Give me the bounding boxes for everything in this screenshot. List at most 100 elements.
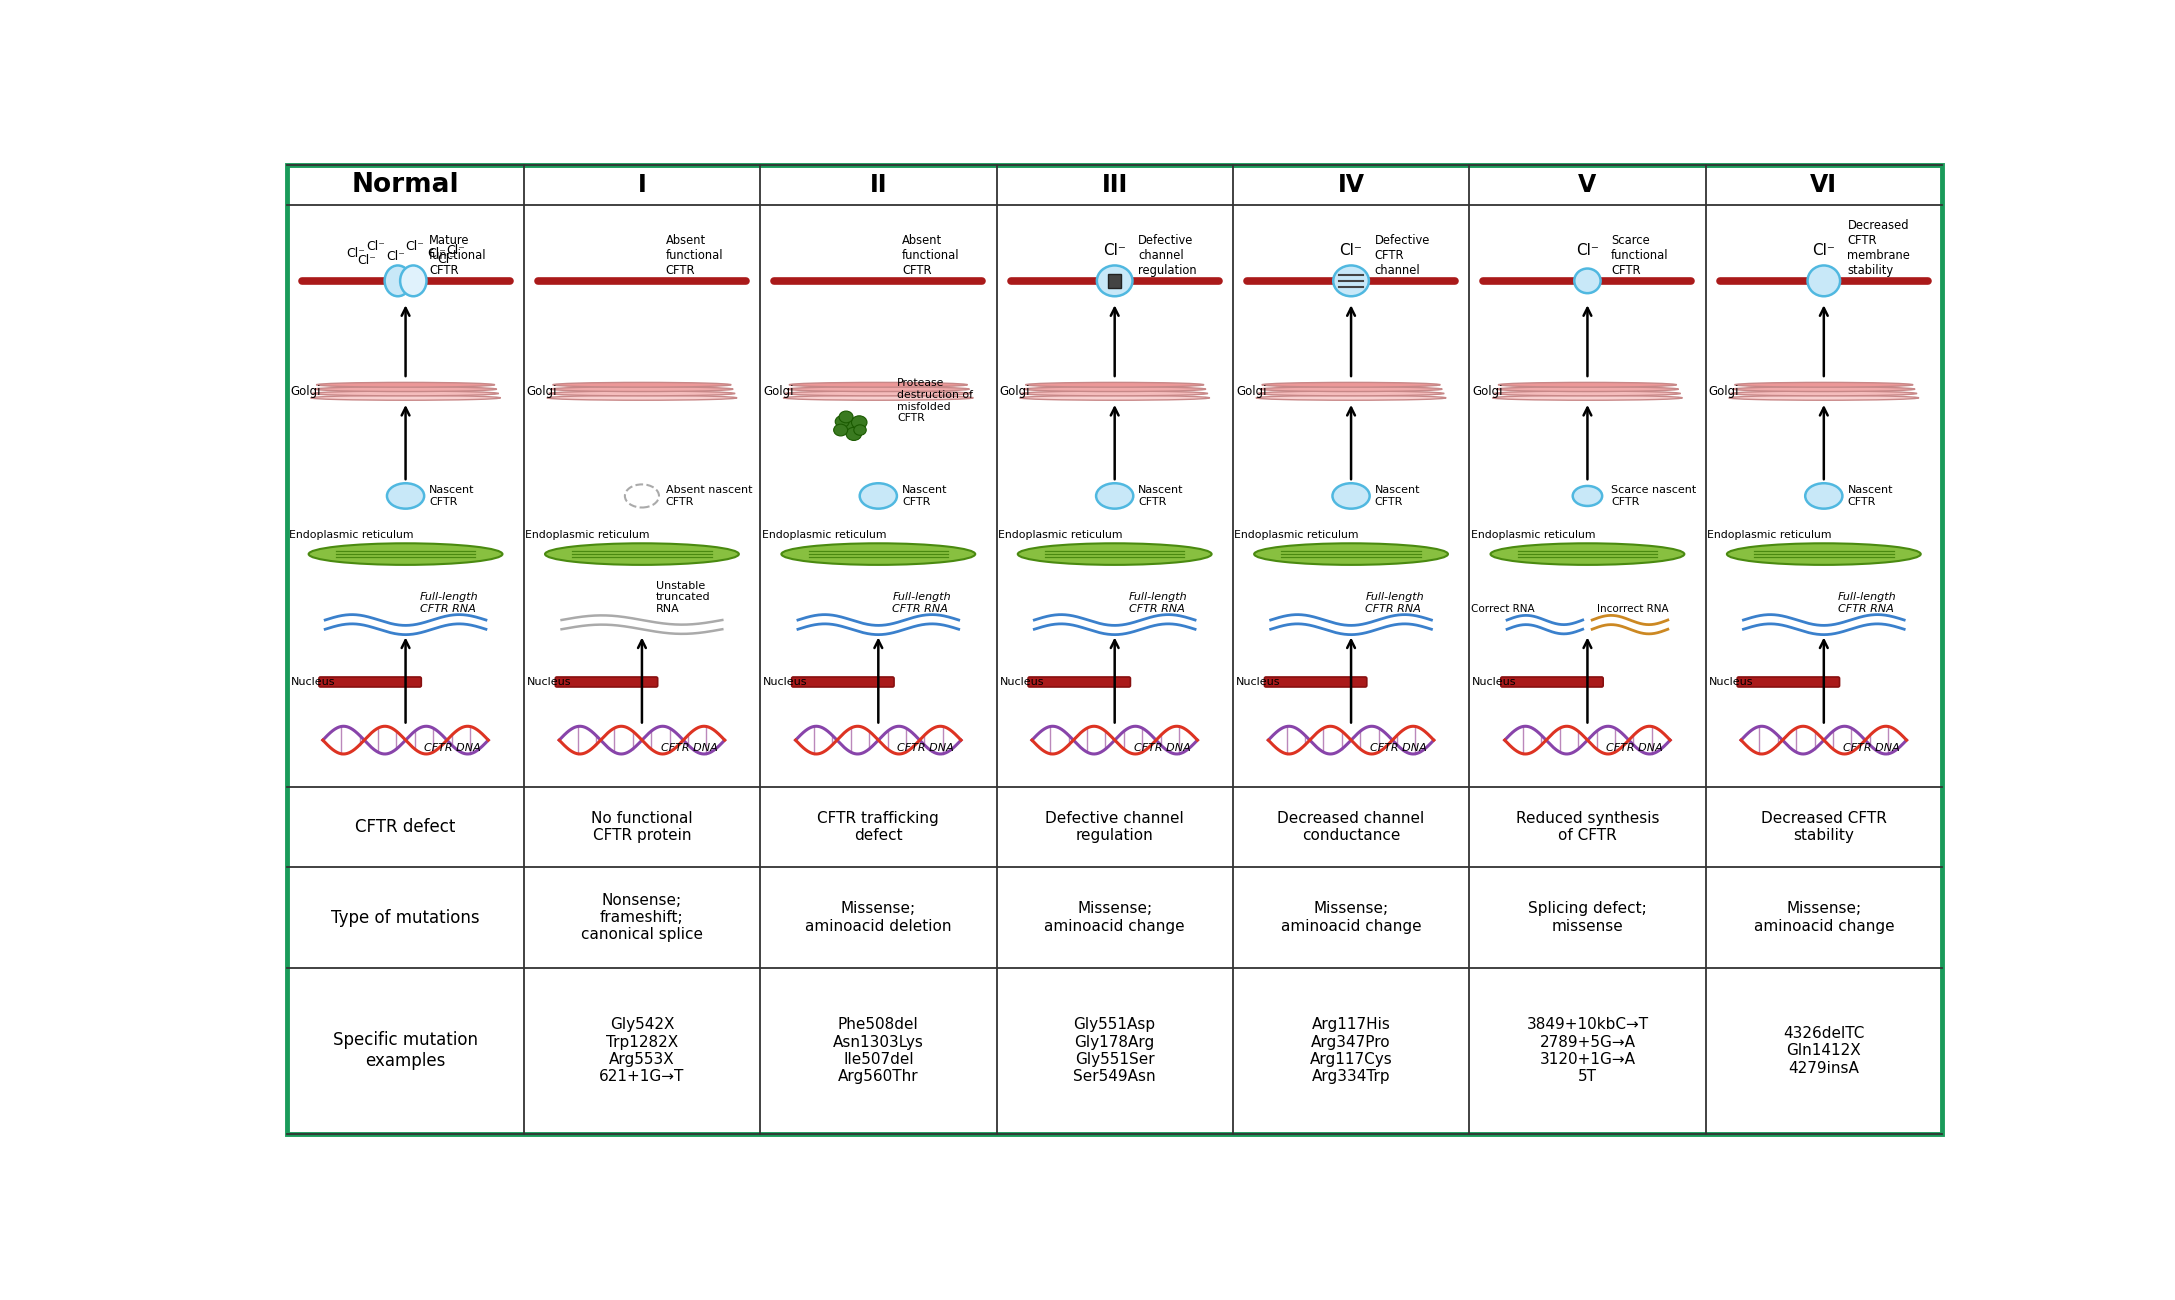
Ellipse shape [1096, 265, 1133, 296]
Ellipse shape [624, 485, 659, 507]
Text: CFTR DNA: CFTR DNA [1133, 744, 1190, 753]
Ellipse shape [846, 428, 861, 441]
Text: Unstable
truncated
RNA: Unstable truncated RNA [657, 581, 711, 614]
Text: Cl⁻: Cl⁻ [357, 255, 376, 268]
Text: Endoplasmic reticulum: Endoplasmic reticulum [1707, 530, 1831, 541]
Ellipse shape [1333, 265, 1368, 296]
Ellipse shape [546, 395, 737, 400]
Ellipse shape [781, 543, 974, 566]
Text: Missense;
aminoacid deletion: Missense; aminoacid deletion [805, 901, 953, 933]
Ellipse shape [1492, 395, 1683, 400]
Text: Endoplasmic reticulum: Endoplasmic reticulum [526, 530, 650, 541]
Text: Nucleus: Nucleus [763, 677, 807, 686]
Text: Full-length
CFTR RNA: Full-length CFTR RNA [1129, 593, 1188, 614]
Text: Full-length
CFTR RNA: Full-length CFTR RNA [892, 593, 950, 614]
Ellipse shape [400, 265, 426, 296]
Text: Golgi: Golgi [1710, 385, 1740, 398]
Ellipse shape [1257, 395, 1446, 400]
Text: Splicing defect;
missense: Splicing defect; missense [1529, 901, 1646, 933]
Ellipse shape [311, 395, 500, 400]
Text: Endoplasmic reticulum: Endoplasmic reticulum [998, 530, 1122, 541]
Text: Nucleus: Nucleus [526, 677, 572, 686]
Text: Missense;
aminoacid change: Missense; aminoacid change [1753, 901, 1894, 933]
Text: 4326delTC
Gln1412X
4279insA: 4326delTC Gln1412X 4279insA [1784, 1026, 1864, 1075]
Ellipse shape [313, 391, 498, 396]
Text: Normal: Normal [352, 173, 459, 199]
Ellipse shape [1020, 395, 1209, 400]
Text: VI: VI [1810, 173, 1838, 198]
Text: Full-length
CFTR RNA: Full-length CFTR RNA [420, 593, 478, 614]
Text: Nucleus: Nucleus [1472, 677, 1516, 686]
Text: Endoplasmic reticulum: Endoplasmic reticulum [761, 530, 885, 541]
Ellipse shape [1575, 269, 1601, 294]
Text: Missense;
aminoacid change: Missense; aminoacid change [1281, 901, 1422, 933]
FancyBboxPatch shape [320, 677, 422, 686]
Text: Defective
channel
regulation: Defective channel regulation [1138, 234, 1196, 277]
Text: Specific mutation
examples: Specific mutation examples [333, 1031, 478, 1070]
Text: Nascent
CFTR: Nascent CFTR [1138, 485, 1183, 507]
Ellipse shape [387, 484, 424, 508]
FancyBboxPatch shape [792, 677, 894, 686]
Ellipse shape [1736, 382, 1914, 387]
Text: CFTR DNA: CFTR DNA [424, 744, 481, 753]
Ellipse shape [1255, 543, 1449, 566]
FancyBboxPatch shape [555, 677, 657, 686]
Text: Cl⁻: Cl⁻ [1340, 243, 1362, 257]
Text: Cl⁻: Cl⁻ [1103, 243, 1127, 257]
Ellipse shape [833, 424, 848, 436]
Text: Phe508del
Asn1303Lys
Ile507del
Arg560Thr: Phe508del Asn1303Lys Ile507del Arg560Thr [833, 1017, 924, 1084]
Ellipse shape [552, 382, 731, 387]
Text: Correct RNA: Correct RNA [1470, 603, 1533, 614]
Text: Golgi: Golgi [1000, 385, 1031, 398]
FancyBboxPatch shape [1264, 677, 1366, 686]
Text: Incorrect RNA: Incorrect RNA [1596, 603, 1668, 614]
Text: CFTR DNA: CFTR DNA [898, 744, 955, 753]
Ellipse shape [1729, 395, 1918, 400]
Ellipse shape [790, 382, 968, 387]
Text: Nucleus: Nucleus [1235, 677, 1281, 686]
Ellipse shape [1333, 484, 1370, 508]
Text: Gly551Asp
Gly178Arg
Gly551Ser
Ser549Asn: Gly551Asp Gly178Arg Gly551Ser Ser549Asn [1074, 1017, 1155, 1084]
Text: Cl⁻: Cl⁻ [426, 247, 446, 260]
Ellipse shape [1494, 391, 1681, 396]
Text: Decreased CFTR
stability: Decreased CFTR stability [1762, 811, 1886, 844]
Bar [1107, 274, 1122, 287]
Text: Golgi: Golgi [1235, 385, 1266, 398]
Text: Full-length
CFTR RNA: Full-length CFTR RNA [1366, 593, 1425, 614]
Text: Scarce
functional
CFTR: Scarce functional CFTR [1612, 234, 1668, 277]
Ellipse shape [785, 391, 972, 396]
Ellipse shape [1490, 543, 1683, 566]
Text: Nucleus: Nucleus [1000, 677, 1044, 686]
Text: Defective
CFTR
channel: Defective CFTR channel [1375, 234, 1431, 277]
Text: Absent
functional
CFTR: Absent functional CFTR [903, 234, 959, 277]
FancyBboxPatch shape [1029, 677, 1131, 686]
Ellipse shape [385, 265, 411, 296]
Text: Nonsense;
frameshift;
canonical splice: Nonsense; frameshift; canonical splice [581, 893, 703, 942]
Text: CFTR DNA: CFTR DNA [661, 744, 718, 753]
Text: Endoplasmic reticulum: Endoplasmic reticulum [1470, 530, 1594, 541]
Ellipse shape [840, 417, 859, 434]
Text: Golgi: Golgi [526, 385, 557, 398]
Text: I: I [637, 173, 646, 198]
Text: Cl⁻: Cl⁻ [405, 240, 424, 254]
Ellipse shape [1731, 391, 1916, 396]
Ellipse shape [1022, 391, 1207, 396]
Text: Absent
functional
CFTR: Absent functional CFTR [666, 234, 722, 277]
Text: CFTR defect: CFTR defect [355, 818, 457, 836]
Ellipse shape [1262, 382, 1440, 387]
Ellipse shape [548, 391, 735, 396]
Ellipse shape [1024, 387, 1205, 391]
Ellipse shape [1496, 387, 1679, 391]
Text: CFTR DNA: CFTR DNA [1842, 744, 1899, 753]
Text: Cl⁻: Cl⁻ [346, 247, 365, 260]
Ellipse shape [315, 382, 494, 387]
Text: II: II [870, 173, 887, 198]
Text: Golgi: Golgi [291, 385, 322, 398]
Ellipse shape [1733, 387, 1914, 391]
Text: Mature
functional
CFTR: Mature functional CFTR [428, 234, 487, 277]
Text: Golgi: Golgi [1472, 385, 1503, 398]
Text: Cl⁻: Cl⁻ [368, 240, 385, 254]
Text: III: III [1101, 173, 1129, 198]
Text: CFTR DNA: CFTR DNA [1607, 744, 1664, 753]
Text: Protease
destruction of
misfolded
CFTR: Protease destruction of misfolded CFTR [898, 378, 972, 422]
